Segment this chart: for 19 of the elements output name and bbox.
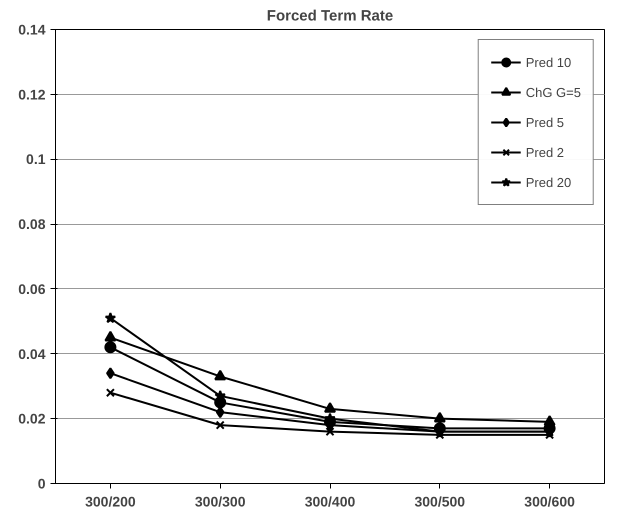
y-tick-label: 0.04 bbox=[18, 346, 46, 362]
y-tick-label: 0.06 bbox=[18, 280, 46, 297]
x-tick-label: 300/500 bbox=[414, 494, 466, 510]
y-tick-label: 0.1 bbox=[26, 151, 46, 168]
legend-label: Pred 10 bbox=[526, 54, 572, 70]
legend-label: Pred 20 bbox=[526, 174, 572, 190]
y-tick-label: 0.12 bbox=[18, 86, 46, 102]
y-tick-label: 0.02 bbox=[18, 410, 46, 427]
y-tick-label: 0.14 bbox=[18, 22, 46, 38]
y-tick-label: 0 bbox=[38, 476, 46, 492]
x-tick-label: 300/200 bbox=[85, 494, 136, 510]
legend-label: ChG G=5 bbox=[526, 84, 581, 100]
legend-label: Pred 5 bbox=[526, 114, 564, 130]
legend-label: Pred 2 bbox=[526, 144, 564, 160]
x-tick-label: 300/400 bbox=[304, 494, 356, 510]
x-tick-label: 300/300 bbox=[194, 494, 246, 510]
chart-title: Forced Term Rate bbox=[266, 8, 394, 24]
y-tick-label: 0.08 bbox=[18, 216, 46, 232]
x-tick-label: 300/600 bbox=[524, 494, 576, 510]
